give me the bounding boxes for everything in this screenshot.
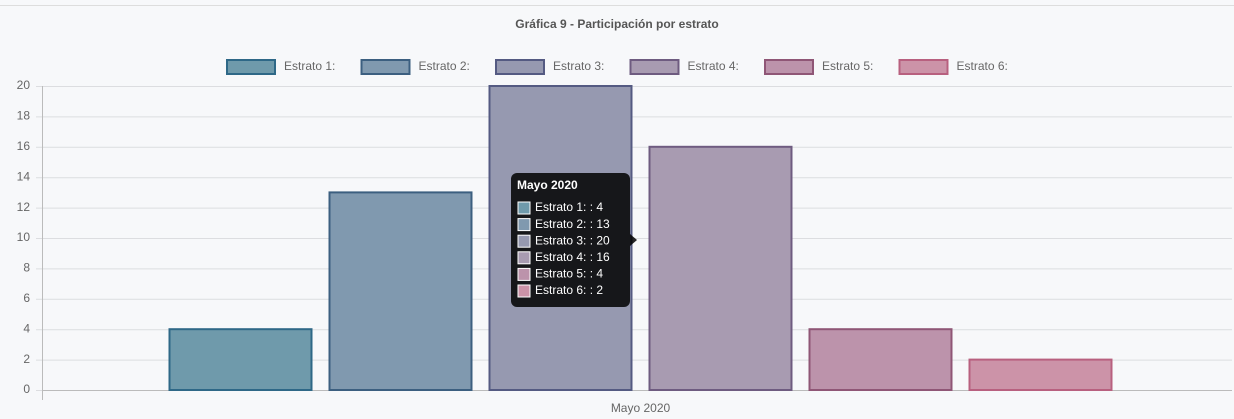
bar <box>328 191 473 391</box>
tooltip-swatch <box>517 218 531 232</box>
tooltip-line: Estrato 4: : 16 <box>535 250 610 264</box>
x-tick-label: Mayo 2020 <box>611 401 671 415</box>
legend-label: Estrato 1: <box>284 59 335 73</box>
tooltip-box <box>511 173 630 307</box>
legend-swatch <box>495 59 545 75</box>
y-tick-label: 10 <box>17 230 31 244</box>
bar <box>168 328 313 392</box>
bar <box>808 328 953 392</box>
tooltip-line: Estrato 6: : 2 <box>535 283 603 297</box>
y-tick-label: 2 <box>23 352 30 366</box>
tooltip-swatch <box>517 234 531 248</box>
y-tick-label: 14 <box>17 169 31 183</box>
y-tick-label: 12 <box>17 200 31 214</box>
y-tick-label: 4 <box>23 321 30 335</box>
legend-swatch <box>764 59 814 75</box>
tooltip-title: Mayo 2020 <box>517 178 578 192</box>
tooltip-swatch <box>517 251 531 265</box>
legend-label: Estrato 3: <box>553 59 604 73</box>
legend-label: Estrato 6: <box>957 59 1008 73</box>
legend-label: Estrato 4: <box>688 59 739 73</box>
legend-swatch <box>898 59 949 75</box>
y-tick-label: 20 <box>17 78 31 92</box>
tooltip-swatch <box>517 284 531 298</box>
tooltip: Mayo 2020 Estrato 1: : 4 Estrato 2: : 13 Es… <box>511 173 637 307</box>
tooltip-line: Estrato 3: : 20 <box>535 233 610 247</box>
y-tick-label: 0 <box>23 382 30 396</box>
tooltip-arrow <box>630 234 637 246</box>
legend-swatch <box>629 59 680 75</box>
tooltip-swatch <box>517 267 531 281</box>
legend-swatch <box>226 59 276 75</box>
tooltip-swatch <box>517 201 531 215</box>
y-tick-label: 18 <box>17 109 31 123</box>
legend-swatch <box>360 59 411 75</box>
legend-label: Estrato 5: <box>822 59 873 73</box>
y-tick-label: 8 <box>23 261 30 275</box>
tooltip-line: Estrato 2: : 13 <box>535 217 610 231</box>
bar <box>968 358 1113 392</box>
bar <box>648 145 793 391</box>
y-tick-label: 6 <box>23 291 30 305</box>
chart-title: Gráfica 9 - Participación por estrato <box>515 17 718 31</box>
tooltip-line: Estrato 1: : 4 <box>535 200 603 214</box>
y-tick-label: 16 <box>17 139 31 153</box>
tooltip-line: Estrato 5: : 4 <box>535 267 603 281</box>
legend-label: Estrato 2: <box>419 59 470 73</box>
